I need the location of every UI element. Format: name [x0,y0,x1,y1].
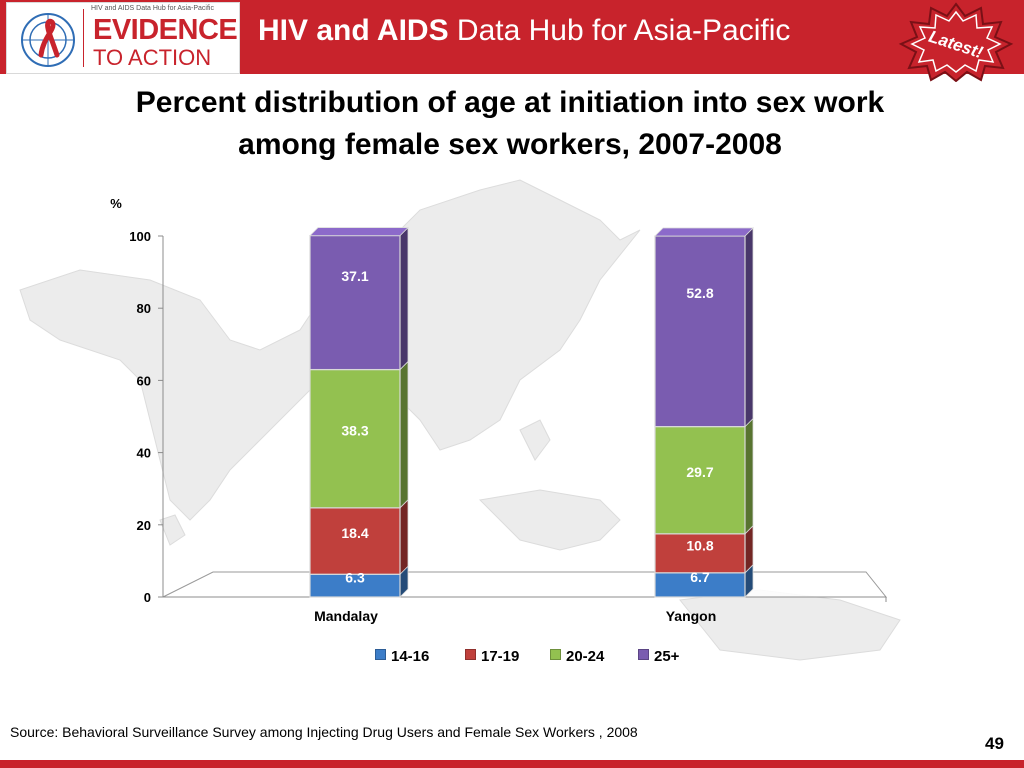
data-label: 29.7 [686,464,713,480]
footer-bar [0,760,1024,768]
data-label: 6.7 [690,569,710,585]
logo-tagline: HIV and AIDS Data Hub for Asia-Pacific [91,5,214,12]
y-tick-label: 0 [144,590,151,605]
legend-label: 20-24 [566,648,605,665]
bar-top-face [654,227,754,237]
chart-floor [162,571,888,598]
latest-badge-icon[interactable]: Latest! [897,2,1015,82]
bar-segment-side [399,226,409,371]
x-category-label: Yangon [666,608,717,624]
legend-swatch [465,649,476,660]
slide-title-line2: among female sex workers, 2007-2008 [238,128,782,161]
y-tick-label: 20 [137,518,151,533]
bar-segment [654,235,746,428]
data-label: 18.4 [341,525,368,541]
legend-swatch [375,649,386,660]
data-label: 37.1 [341,268,368,284]
legend-item: 20-24 [550,648,604,665]
legend-item: 17-19 [465,648,519,665]
y-tick-label: 60 [137,373,151,388]
bar-segment [654,572,746,598]
bar-segment-side [744,417,754,535]
bar-top-face [309,227,409,237]
chart-legend: 14-16 17-19 20-24 25+ [360,648,700,670]
header-bar: HIV and AIDS Data Hub for Asia-Pacific E… [0,0,1024,82]
y-tick-label: 100 [129,229,151,244]
page-number: 49 [985,734,1004,753]
legend-label: 14-16 [391,648,430,665]
y-tick-label: 80 [137,301,151,316]
stacked-bar-chart: 0 20 40 60 80 100% 6.3 18.4 38.3 37.1 Mandalay 6.7 1… [110,196,888,624]
logo-divider [83,9,84,67]
hub-title-bold: HIV and AIDS [258,14,449,47]
legend-item: 25+ [638,648,679,665]
y-axis-label: % [110,196,122,211]
legend-swatch [638,649,649,660]
slide-title: Percent distribution of age at initiatio… [20,82,1000,166]
legend-swatch [550,649,561,660]
logo-evidence-text: EVIDENCE [93,14,238,46]
data-label: 52.8 [686,285,713,301]
slide-title-line1: Percent distribution of age at initiatio… [135,86,885,119]
data-label: 6.3 [345,570,365,586]
y-tick-label: 40 [137,446,151,461]
bar-segment-side [399,498,409,576]
legend-label: 25+ [654,648,680,665]
bar-segment [309,235,401,371]
x-category-label: Mandalay [314,608,378,624]
data-label: 38.3 [341,423,368,439]
logo-to-action-text: TO ACTION [93,45,212,70]
bar-segment-side [399,360,409,509]
hub-title-rest: Data Hub for Asia-Pacific [448,14,791,47]
evidence-to-action-logo[interactable]: HIV and AIDS Data Hub for Asia-Pacific E… [6,2,240,74]
un-emblem-icon [21,13,75,67]
legend-item: 14-16 [375,648,429,665]
bar-segment [309,368,401,509]
bar-segment [654,426,746,535]
legend-label: 17-19 [481,648,520,665]
source-note: Source: Behavioral Surveillance Survey a… [10,724,638,740]
bar-segment-side [744,227,754,428]
bar-segment [654,533,746,574]
hub-title: HIV and AIDS Data Hub for Asia-Pacific [258,14,790,48]
data-label: 10.8 [686,537,713,553]
